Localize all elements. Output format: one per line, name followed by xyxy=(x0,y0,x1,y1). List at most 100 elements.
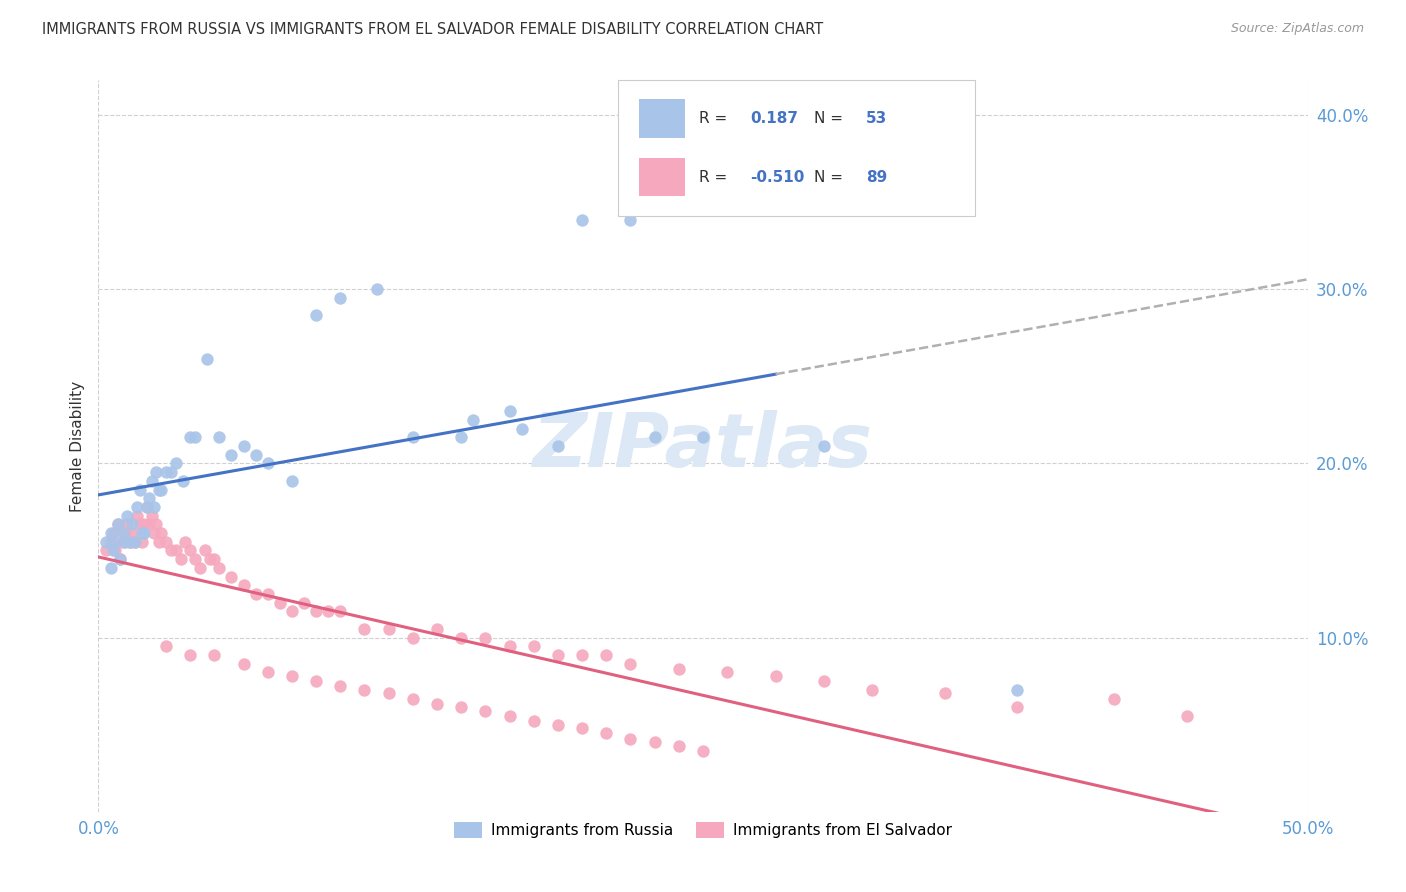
Point xyxy=(353,682,375,697)
Point xyxy=(150,483,173,497)
Point xyxy=(692,744,714,758)
Point xyxy=(165,457,187,471)
Point xyxy=(256,587,278,601)
Point xyxy=(450,430,472,444)
Point xyxy=(127,500,149,514)
Point xyxy=(160,543,183,558)
Point xyxy=(100,534,122,549)
Point xyxy=(716,665,738,680)
Text: Source: ZipAtlas.com: Source: ZipAtlas.com xyxy=(1230,22,1364,36)
Point xyxy=(208,561,231,575)
Point xyxy=(143,500,166,514)
Point xyxy=(101,543,124,558)
Point xyxy=(377,686,399,700)
Point xyxy=(145,517,167,532)
Point xyxy=(221,448,243,462)
Point xyxy=(121,517,143,532)
Point xyxy=(281,669,304,683)
Point xyxy=(104,543,127,558)
Point xyxy=(813,674,835,689)
Point xyxy=(571,212,593,227)
Point xyxy=(426,697,449,711)
Point xyxy=(134,526,156,541)
Y-axis label: Female Disability: Female Disability xyxy=(69,380,84,512)
Legend: Immigrants from Russia, Immigrants from El Salvador: Immigrants from Russia, Immigrants from … xyxy=(449,816,957,845)
Point xyxy=(108,552,131,566)
Point xyxy=(165,543,187,558)
Text: -0.510: -0.510 xyxy=(751,169,804,185)
Point xyxy=(426,622,449,636)
Point xyxy=(1175,709,1198,723)
Point xyxy=(498,404,520,418)
Point xyxy=(188,561,211,575)
Point xyxy=(155,465,177,479)
Point xyxy=(463,413,485,427)
Point xyxy=(305,309,328,323)
Point xyxy=(174,534,197,549)
Point xyxy=(114,534,136,549)
Point xyxy=(329,291,352,305)
Point xyxy=(668,662,690,676)
Point xyxy=(860,682,883,697)
Point xyxy=(143,526,166,541)
Point xyxy=(124,534,146,549)
Point xyxy=(232,578,254,592)
Point xyxy=(195,351,218,366)
Point xyxy=(100,526,122,541)
Point xyxy=(668,739,690,753)
Point xyxy=(571,648,593,662)
Point xyxy=(204,552,226,566)
Point xyxy=(450,631,472,645)
Point xyxy=(128,517,150,532)
Point xyxy=(221,569,243,583)
Point xyxy=(366,282,388,296)
Point xyxy=(160,465,183,479)
Point xyxy=(135,500,157,514)
Point xyxy=(547,439,569,453)
Point xyxy=(619,212,641,227)
Text: 89: 89 xyxy=(866,169,887,185)
Point xyxy=(934,686,956,700)
Point xyxy=(269,596,291,610)
Point xyxy=(198,552,221,566)
Point xyxy=(474,704,496,718)
Point xyxy=(118,534,141,549)
Point xyxy=(107,517,129,532)
Point xyxy=(353,622,375,636)
Bar xyxy=(638,100,685,137)
Point xyxy=(111,534,134,549)
Point xyxy=(94,543,117,558)
Point xyxy=(1007,682,1029,697)
Point xyxy=(117,517,139,532)
Text: R =: R = xyxy=(699,169,733,185)
Point xyxy=(179,543,201,558)
Point xyxy=(135,500,157,514)
Point xyxy=(194,543,217,558)
Point xyxy=(101,526,124,541)
Point xyxy=(547,717,569,731)
Text: 0.187: 0.187 xyxy=(751,111,799,126)
Point xyxy=(134,517,156,532)
Point xyxy=(138,517,160,532)
Point xyxy=(107,517,129,532)
Point xyxy=(498,640,520,654)
Point xyxy=(245,448,267,462)
Point xyxy=(121,526,143,541)
Point xyxy=(128,483,150,497)
Point xyxy=(148,534,170,549)
Point xyxy=(179,648,201,662)
Point xyxy=(510,421,533,435)
Point xyxy=(329,604,352,618)
Point xyxy=(692,430,714,444)
Point xyxy=(108,552,131,566)
Point xyxy=(179,430,201,444)
Point xyxy=(619,731,641,746)
Point xyxy=(498,709,520,723)
Point xyxy=(644,430,666,444)
Point xyxy=(619,657,641,671)
Point xyxy=(172,474,194,488)
Text: R =: R = xyxy=(699,111,733,126)
Text: 53: 53 xyxy=(866,111,887,126)
Point xyxy=(232,657,254,671)
Point xyxy=(155,640,177,654)
